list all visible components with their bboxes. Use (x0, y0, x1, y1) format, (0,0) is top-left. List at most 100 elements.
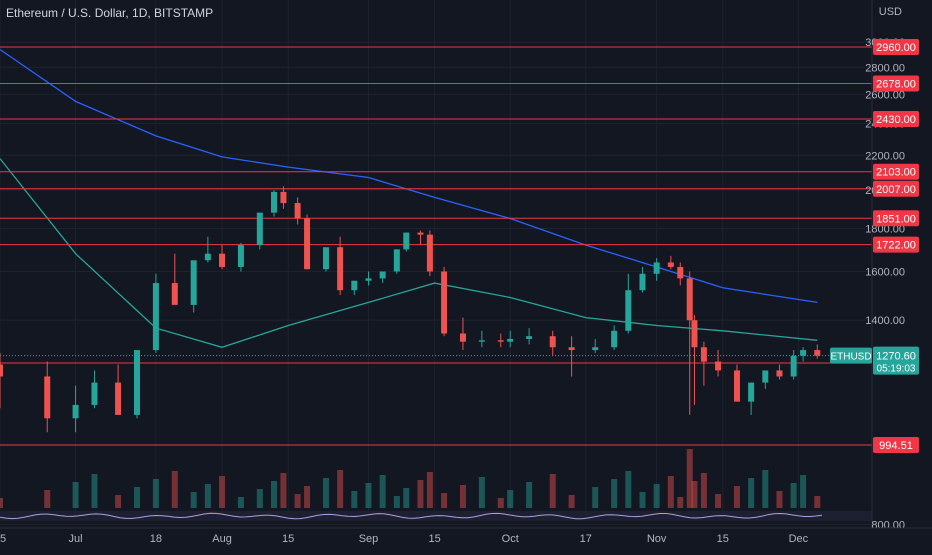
candle-body[interactable] (667, 262, 674, 267)
candle-body[interactable] (691, 320, 698, 348)
time-axis[interactable]: 15 Jul 18 Aug 15 Sep 15 Oct 17 Nov 15 Dec (0, 527, 932, 545)
candle-body[interactable] (204, 253, 211, 261)
candle-body[interactable] (134, 350, 140, 415)
candle-body[interactable] (715, 361, 722, 371)
candle-body[interactable] (814, 350, 821, 356)
level-tag (873, 39, 919, 55)
candle-body[interactable] (733, 370, 740, 402)
candle-body[interactable] (700, 347, 707, 362)
volume-bar (271, 481, 277, 508)
candle-body[interactable] (459, 333, 466, 342)
level-label: 1851.00 (876, 213, 916, 225)
price-tick-label: 2200.00 (865, 150, 905, 162)
candle-body[interactable] (507, 338, 514, 342)
level-tag (873, 210, 919, 227)
price-tick-label: 2800.00 (865, 62, 905, 74)
price-tick-label: 1800.00 (865, 224, 905, 236)
volume-bar (653, 484, 660, 508)
candle-body[interactable] (44, 376, 51, 419)
volume-bar (190, 492, 197, 508)
moving-average-long (0, 48, 818, 304)
volume-bar (44, 490, 51, 508)
volume-bar (762, 470, 769, 508)
candle-body[interactable] (256, 212, 263, 246)
volume-bar (304, 486, 311, 508)
candle-body[interactable] (653, 262, 660, 274)
candle-body[interactable] (526, 336, 533, 339)
candle-body[interactable] (625, 290, 632, 331)
candle-body[interactable] (115, 382, 122, 415)
level-tag (873, 437, 919, 453)
candle-body[interactable] (403, 232, 410, 250)
candle-body[interactable] (271, 191, 277, 213)
volume-bar (152, 479, 159, 508)
candle-body[interactable] (337, 247, 344, 291)
candle-body[interactable] (91, 382, 98, 405)
candle-body[interactable] (748, 382, 755, 402)
candle-body[interactable] (497, 340, 504, 342)
oscillator-pane (0, 511, 872, 521)
candle-body[interactable] (790, 355, 797, 377)
volume-bar (700, 473, 707, 508)
volume-bar (280, 473, 287, 508)
candle-body[interactable] (686, 278, 693, 321)
candle-body[interactable] (478, 340, 485, 342)
candle-body[interactable] (776, 370, 783, 377)
volume-bar (497, 498, 504, 508)
level-tag (873, 75, 919, 92)
candle-body[interactable] (393, 249, 400, 272)
candle-body[interactable] (592, 347, 599, 351)
candle-body[interactable] (0, 364, 3, 377)
candle-body[interactable] (611, 330, 618, 348)
candle-body[interactable] (639, 273, 646, 291)
currency-label: USD (878, 6, 902, 18)
level-tag (873, 110, 919, 127)
volume-bar (171, 471, 178, 508)
candle-body[interactable] (72, 404, 79, 419)
candles[interactable] (0, 186, 821, 433)
volume-bar (568, 495, 575, 508)
oscillator-line (0, 512, 823, 520)
volume-bar (441, 493, 448, 508)
candle-body[interactable] (365, 278, 372, 281)
volume-bar (592, 487, 599, 508)
candle-body[interactable] (237, 245, 244, 267)
candle-body[interactable] (190, 260, 197, 305)
candle-body[interactable] (441, 271, 448, 334)
candle-body[interactable] (219, 253, 226, 267)
volume-bar (403, 488, 410, 508)
candle-body[interactable] (294, 203, 301, 219)
volume-bar (625, 471, 632, 508)
candle-body[interactable] (280, 191, 287, 204)
candle-body[interactable] (426, 234, 433, 272)
time-tick-label: Oct (502, 533, 519, 545)
volume-bar (526, 482, 533, 508)
candle-body[interactable] (762, 370, 769, 383)
countdown-value: 05:19:03 (877, 364, 916, 375)
candle-body[interactable] (800, 350, 807, 356)
volume-bar (478, 477, 485, 508)
candle-body[interactable] (379, 271, 386, 279)
symbol-legend[interactable]: Ethereum / U.S. Dollar, 1D, BITSTAMP (6, 6, 213, 20)
level-label: 1722.00 (876, 240, 916, 252)
volume-bar (459, 485, 466, 508)
candle-body[interactable] (417, 232, 424, 235)
volume-bar (691, 481, 698, 508)
candle-body[interactable] (351, 280, 358, 291)
volume-bars (0, 449, 821, 508)
candle-body[interactable] (549, 336, 556, 348)
candle-body[interactable] (152, 283, 159, 351)
price-tick-label: 2600.00 (865, 89, 905, 101)
candle-body[interactable] (171, 283, 178, 305)
level-label: 994.51 (879, 440, 913, 452)
candle-body[interactable] (568, 347, 575, 351)
symbol-title: Ethereum / U.S. Dollar, 1D, BITSTAMP (6, 6, 214, 20)
symbol-label: ETHUSD (830, 352, 871, 363)
volume-bar (115, 495, 122, 508)
candle-body[interactable] (677, 266, 684, 279)
candle-body[interactable] (322, 247, 329, 270)
candle-body[interactable] (304, 218, 311, 270)
horizontal-levels[interactable] (0, 46, 872, 446)
